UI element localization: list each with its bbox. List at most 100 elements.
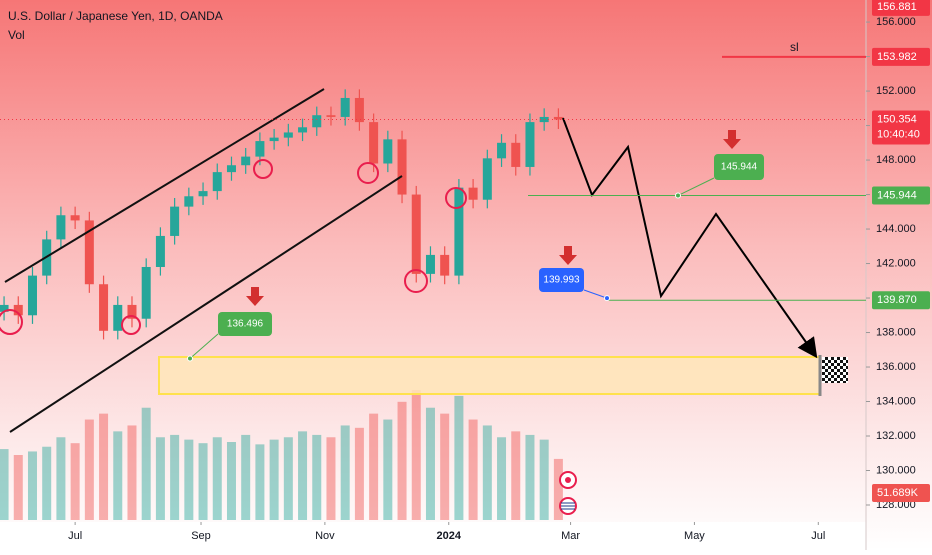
candle-body: [170, 206, 180, 236]
arrows: [246, 130, 741, 306]
callout-box: [218, 312, 272, 336]
candle-body: [312, 115, 322, 128]
y-tick-label: 148.000: [876, 154, 916, 166]
price-badge: [872, 47, 930, 66]
y-tick-label: 144.000: [876, 223, 916, 235]
candle-body: [468, 187, 478, 200]
volume-badge-label: 51.689K: [877, 487, 919, 499]
y-tick-label: 132.000: [876, 430, 916, 442]
callout-pointer: [677, 177, 715, 196]
volume-bar: [397, 401, 407, 520]
candle-body: [212, 172, 222, 192]
x-tick-label: Sep: [191, 530, 211, 542]
volume-bar: [70, 443, 80, 520]
candle-body: [326, 115, 336, 117]
candle-body: [127, 304, 137, 319]
x-tick-label: Nov: [315, 530, 335, 542]
volume-bar: [525, 434, 535, 520]
price-badge-label: 139.870: [877, 294, 917, 306]
y-tick-label: 156.000: [876, 16, 916, 28]
volume-bar: [13, 455, 23, 520]
volume-bar: [184, 439, 194, 520]
volume-bar: [454, 395, 464, 520]
volume-bar: [27, 451, 37, 520]
y-tick-label: 130.000: [876, 464, 916, 476]
volume-title: Vol: [8, 28, 25, 42]
volume-bar: [0, 449, 9, 520]
candle-body: [70, 215, 80, 221]
candle-body: [241, 156, 251, 166]
volume-bar: [411, 390, 421, 520]
callout-label: 139.993: [543, 275, 580, 286]
price-badge-label: 150.354: [877, 113, 917, 125]
line-name: sl: [790, 40, 799, 54]
volume-bar: [127, 425, 137, 520]
volume-bar: [511, 431, 521, 520]
price-badge-time: 10:40:40: [877, 128, 920, 140]
y-tick-label: 138.000: [876, 326, 916, 338]
volume-bar: [326, 437, 336, 520]
candle-body: [511, 142, 521, 167]
volume-bar: [482, 425, 492, 520]
candle-body: [84, 220, 94, 285]
x-tick-label: May: [684, 530, 705, 542]
x-tick-label: Mar: [561, 530, 580, 542]
volume-bar: [553, 458, 563, 520]
finish-flag: [818, 355, 848, 396]
y-tick-label: 134.000: [876, 395, 916, 407]
candle-body: [354, 97, 364, 123]
time-axis-bg: [0, 522, 866, 550]
volume-bar: [42, 446, 52, 520]
event-icons: [559, 471, 577, 515]
candle-body: [340, 97, 350, 117]
volume-bar: [340, 425, 350, 520]
price-badge: [872, 0, 930, 16]
callout-point: [187, 355, 193, 362]
candle-body: [141, 266, 151, 319]
x-tick-label: 2024: [437, 530, 462, 542]
price-badge-label: 156.881: [877, 1, 917, 13]
candle-body: [283, 132, 293, 138]
projection-path: [562, 117, 818, 359]
volume-bar: [383, 419, 393, 520]
volume-bar: [212, 437, 222, 520]
volume-bar: [425, 407, 435, 520]
candle-body: [99, 284, 109, 331]
marks: [0, 89, 563, 520]
volume-bar: [369, 413, 379, 520]
volume-bar: [298, 431, 308, 520]
target-zone: [158, 356, 821, 395]
callout-point: [675, 192, 681, 199]
candle-body: [184, 196, 194, 207]
callout-label: 136.496: [227, 319, 264, 330]
volume-bar: [113, 431, 123, 520]
circles: [0, 159, 467, 335]
y-tick-label: 142.000: [876, 257, 916, 269]
volume-bar: [226, 442, 236, 520]
candle-body: [255, 141, 265, 157]
volume-bar: [539, 439, 549, 520]
price-badge-label: 153.982: [877, 51, 917, 63]
volume-bar: [312, 434, 322, 520]
callout-box: [714, 154, 764, 180]
x-tick-label: Jul: [811, 530, 825, 542]
price-badge: [872, 110, 930, 145]
volume-bar: [99, 413, 109, 520]
callout-pointer: [189, 333, 219, 359]
price-badge-label: 145.944: [877, 189, 917, 201]
candle-body: [27, 275, 37, 316]
candle-body: [397, 139, 407, 195]
candle-body: [113, 304, 123, 331]
chart-title: U.S. Dollar / Japanese Yen, 1D, OANDA: [8, 9, 223, 23]
volume-bar: [269, 439, 279, 520]
candle-body: [454, 187, 464, 276]
callout-box: [539, 268, 584, 292]
candle-body: [369, 122, 379, 164]
volume-bar: [170, 434, 180, 520]
candle-body: [482, 158, 492, 200]
price-badge: [872, 186, 930, 205]
x-tick-label: Jul: [68, 530, 82, 542]
callout-pointer: [583, 289, 608, 299]
y-tick-label: 136.000: [876, 361, 916, 373]
